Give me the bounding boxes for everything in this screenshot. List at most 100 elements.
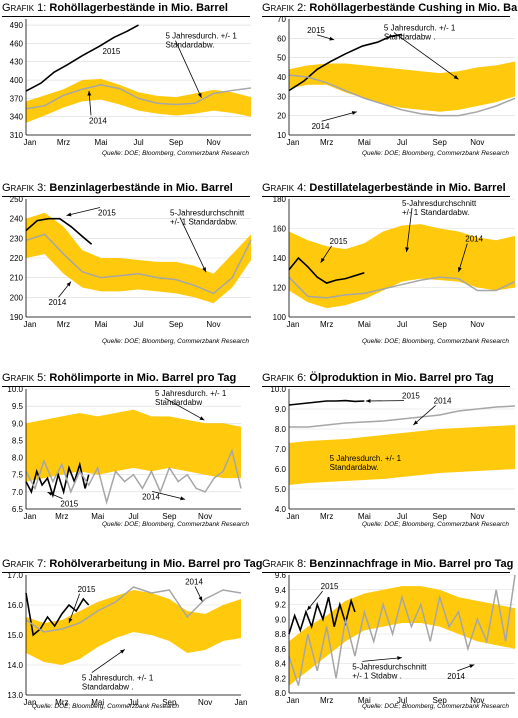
x-tick-label: Mai [91, 698, 104, 707]
x-tick-label: Sep [169, 138, 184, 147]
annotation-arrow [321, 111, 357, 122]
chart-title: Grafik 6: Ölproduktion in Mio. Barrel pr… [262, 372, 510, 387]
chart-panel-6: 4.0 5.0 6.0 7.0 8.0 9.0 10.0 Jan Mrz Mai Jul Sep Nov… [270, 385, 516, 521]
title-rule [262, 196, 510, 197]
std-band [289, 61, 515, 112]
y-tick-label: 8.5 [12, 436, 24, 445]
chart-title-text: Ölproduktion in Mio. Barrel pro Tag [309, 372, 494, 384]
x-tick-label: Sep [162, 698, 177, 707]
x-tick-label: Mrz [57, 138, 70, 147]
arrow-head [457, 267, 462, 273]
y-tick-label: 8.0 [275, 689, 287, 698]
annotation-label: 2014 [49, 298, 67, 307]
x-tick-label: Jul [133, 320, 143, 329]
x-tick-label: Mai [91, 512, 104, 521]
annotation-label: 2015 [98, 209, 116, 218]
std-band [289, 224, 515, 309]
x-tick-label: Nov [198, 512, 212, 521]
annotation-arrow [406, 208, 413, 253]
x-tick-label: Jul [133, 138, 143, 147]
annotation-label: 2015 [402, 392, 420, 401]
chart-title: Grafik 7: Rohölverarbeitung in Mio. Barr… [2, 558, 263, 573]
annotation-arrow [393, 32, 459, 80]
x-tick-label: Jan [24, 138, 37, 147]
x-tick-label: Mai [358, 512, 371, 521]
y-tick-label: 370 [10, 94, 24, 103]
chart-source: Quelle: DOE; Bloomberg, Commerzbank Rese… [362, 521, 510, 528]
annotation-label: 2014 [434, 396, 452, 405]
chart-title-text: Destillatelagerbestände in Mio. Barrel [309, 182, 506, 194]
y-tick-label: 100 [273, 313, 287, 322]
x-tick-label: Mrz [55, 512, 68, 521]
annotation-label: 2015 [103, 47, 121, 56]
annotation-label: 5 Jahresdurch. +/- 1 Standardabw . [384, 24, 456, 42]
arrow-head [68, 618, 73, 623]
y-tick-label: 8.2 [275, 674, 287, 683]
annotation-label: 5 Jahresdurch. +/- 1 Standardabw [155, 389, 227, 407]
series-2015 [288, 399, 365, 406]
y-tick-label: 4.0 [275, 505, 287, 514]
chart-title-text: Benzinlagerbestände in Mio. Barrel [49, 182, 233, 194]
arrow-head [397, 656, 402, 660]
annotation-label: 2015 [321, 582, 339, 591]
y-tick-label: 5.0 [275, 485, 287, 494]
arrow-head [469, 664, 475, 669]
x-tick-label: Nov [470, 320, 484, 329]
x-tick-label: Jul [397, 320, 407, 329]
y-tick-label: 190 [10, 313, 24, 322]
chart-title-text: Benzinnachfrage in Mio. Barrel pro Tag [309, 558, 514, 570]
chart-source: Quelle: DOE; Bloomberg, Commerzbank Rese… [362, 338, 510, 345]
chart-title-text: Rohöllagerbestände in Mio. Barrel [49, 2, 228, 14]
series-2014 [25, 233, 252, 295]
title-rule [2, 16, 250, 17]
annotation-arrow [91, 649, 126, 673]
y-tick-label: 16.0 [7, 601, 23, 610]
chart-source: Quelle: DOE; Bloomberg, Commerzbank Rese… [102, 338, 250, 345]
series-2015 [25, 461, 90, 499]
y-tick-label: 430 [10, 58, 24, 67]
chart-title: Grafik 5: Rohölimporte in Mio. Barrel pr… [2, 372, 250, 387]
std-band [26, 590, 241, 665]
x-tick-label: Sep [433, 696, 448, 705]
y-tick-label: 50 [277, 54, 286, 63]
arrow-head [307, 605, 312, 611]
x-tick-label: Jan [24, 512, 37, 521]
arrow-head [453, 75, 459, 80]
series-2015 [25, 592, 90, 637]
series-2014 [289, 405, 516, 428]
title-rule [2, 572, 250, 573]
arrow-head [197, 92, 202, 98]
x-tick-label: Sep [169, 320, 184, 329]
y-tick-label: 10 [277, 131, 286, 140]
y-tick-label: 9.5 [12, 402, 24, 411]
x-tick-label: Jul [128, 698, 138, 707]
arrow-head [413, 420, 419, 425]
y-tick-label: 9.4 [275, 586, 287, 595]
title-rule [262, 386, 510, 387]
x-tick-label: Jan [287, 320, 300, 329]
chart-number: Grafik 7: [2, 558, 50, 570]
y-tick-label: 10.0 [270, 385, 286, 394]
chart-number: Grafik 5: [2, 372, 50, 384]
chart-panel-7: 13.0 14.0 15.0 16.0 17.0 Jan Mrz Mai Jul Sep Nov Ja… [7, 571, 247, 707]
y-tick-label: 70 [277, 15, 286, 24]
annotation-arrow [179, 217, 207, 273]
annotation-label: 2015 [78, 585, 96, 594]
arrow-head [47, 492, 53, 496]
chart-number: Grafik 6: [262, 372, 310, 384]
arrow-head [202, 267, 206, 273]
annotation-label: 2015 [307, 26, 325, 35]
x-tick-label: Jul [397, 138, 407, 147]
annotation-arrow [66, 207, 101, 216]
chart-title: Grafik 3: Benzinlagerbestände in Mio. Ba… [2, 182, 250, 197]
arrow-head [66, 281, 71, 287]
y-tick-label: 6.5 [12, 505, 24, 514]
chart-title-text: Rohöllagerbestände Cushing in Mio. Barre… [309, 2, 518, 14]
x-tick-label: Mai [358, 320, 371, 329]
annotation-label: 5-Jahresdurchschnitt +/- 1 Standardabw. [170, 209, 245, 227]
y-tick-label: 120 [273, 284, 287, 293]
y-tick-label: 460 [10, 39, 24, 48]
chart-number: Grafik 8: [262, 558, 310, 570]
y-tick-label: 9.2 [275, 601, 287, 610]
title-rule [2, 386, 250, 387]
